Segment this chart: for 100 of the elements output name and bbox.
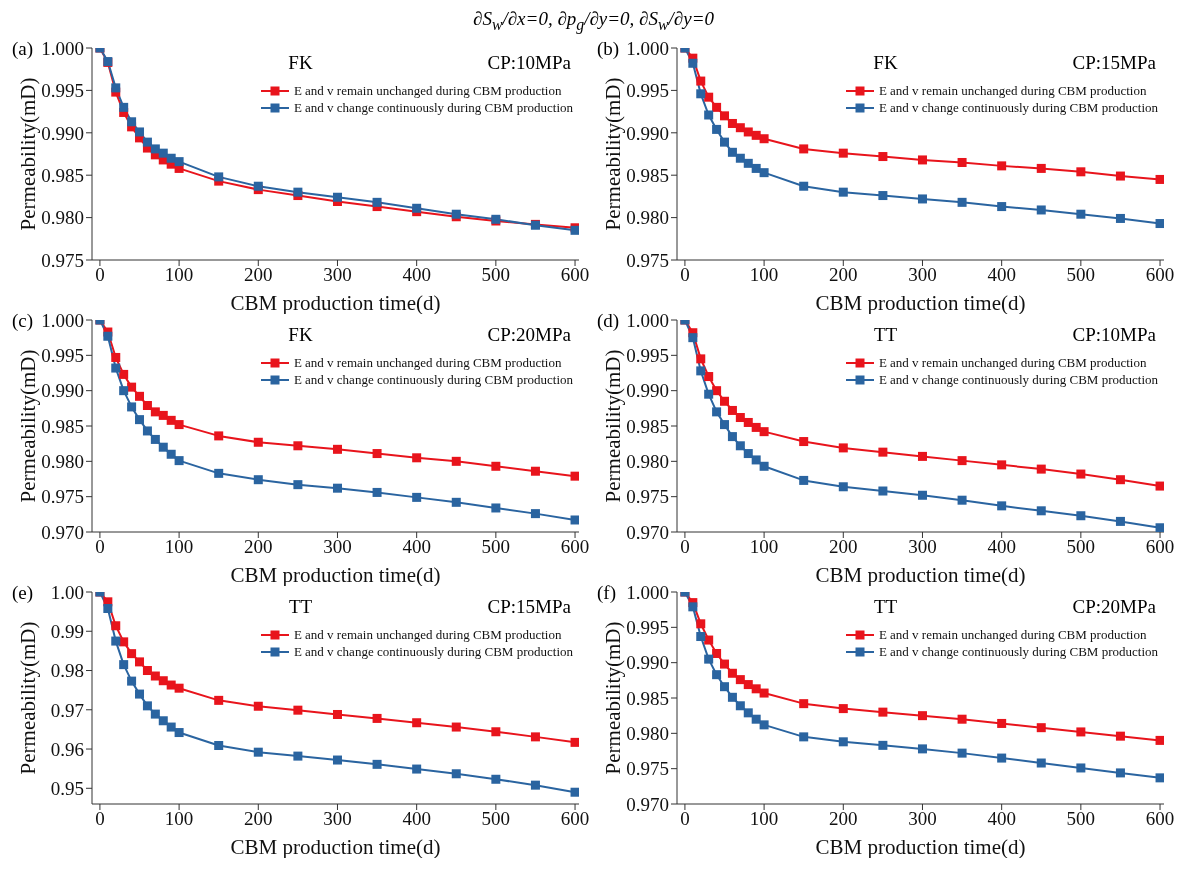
annotation: CP:10MPa: [1072, 324, 1156, 346]
x-tick-label: 400: [987, 264, 1016, 286]
point: [997, 460, 1007, 470]
x-tick-label: 0: [95, 536, 105, 558]
point: [1115, 171, 1125, 181]
point: [491, 774, 501, 784]
point: [293, 751, 303, 761]
point: [735, 441, 745, 451]
text: (f): [597, 582, 616, 604]
point: [878, 707, 888, 717]
chart-title: FK: [288, 52, 313, 73]
point: [997, 161, 1007, 171]
point: [688, 58, 698, 68]
y-tick-label: 1.000: [626, 581, 669, 603]
point: [735, 123, 745, 133]
point: [712, 124, 722, 134]
point: [1155, 481, 1164, 491]
x-tick-label: 600: [560, 808, 590, 830]
point: [712, 648, 722, 658]
point: [135, 127, 145, 137]
point: [997, 718, 1007, 728]
point: [142, 426, 152, 436]
y-tick-label: 0.995: [41, 345, 84, 367]
point: [570, 787, 579, 797]
point: [1155, 174, 1164, 184]
point: [372, 713, 382, 723]
point: [751, 130, 761, 140]
point: [735, 701, 745, 711]
point: [688, 333, 698, 343]
point: [158, 676, 168, 686]
x-axis-title: CBM production time(d): [230, 835, 441, 859]
x-tick-label: 400: [987, 536, 1016, 558]
chart-title: TT: [873, 596, 898, 617]
point: [166, 680, 176, 690]
x-tick-label: 400: [987, 808, 1016, 830]
point: [712, 386, 722, 396]
point: [166, 415, 176, 425]
point: [158, 410, 168, 420]
point: [1036, 506, 1046, 516]
annotation: CP:15MPa: [487, 596, 571, 618]
point: [751, 684, 761, 694]
point: [158, 442, 168, 452]
point: [878, 447, 888, 457]
point: [957, 714, 967, 724]
point: [1076, 469, 1086, 479]
annotation: CP:20MPa: [487, 324, 571, 346]
chart-title: TT: [288, 596, 313, 617]
point: [412, 203, 422, 213]
point: [1076, 209, 1086, 219]
point: [917, 744, 927, 754]
x-tick-label: 300: [323, 808, 352, 830]
point: [412, 453, 422, 463]
chart-title: FK: [288, 324, 313, 345]
point: [412, 492, 422, 502]
y-tick-label: 0.990: [626, 380, 669, 402]
point: [917, 194, 927, 204]
y-tick-label: 0.990: [41, 122, 84, 144]
point: [111, 621, 121, 631]
point: [142, 137, 152, 147]
point: [1036, 205, 1046, 215]
y-tick-label: 0.980: [626, 723, 669, 745]
point: [1076, 763, 1086, 773]
point: [759, 427, 769, 437]
point: [712, 670, 722, 680]
point: [451, 456, 461, 466]
point: [720, 420, 730, 430]
y-tick-label: 0.985: [626, 687, 669, 709]
point: [1115, 731, 1125, 741]
y-tick-label: 0.99: [50, 621, 84, 642]
x-tick-label: 0: [95, 808, 105, 830]
point: [127, 402, 137, 412]
point: [1036, 758, 1046, 768]
point: [957, 197, 967, 207]
point: [735, 413, 745, 423]
point: [917, 490, 927, 500]
point: [838, 704, 848, 714]
chart-title: FK: [873, 52, 898, 73]
point: [174, 420, 184, 430]
point: [696, 76, 706, 86]
point: [759, 720, 769, 730]
text: (d): [597, 310, 620, 332]
point: [704, 110, 714, 120]
x-tick-label: 100: [749, 536, 779, 558]
legend-label: E and v remain unchanged during CBM production: [878, 82, 1147, 99]
point: [759, 461, 769, 471]
point: [174, 456, 184, 466]
point: [751, 714, 761, 724]
point: [332, 755, 342, 765]
annotation: CP:15MPa: [1072, 52, 1156, 74]
point: [111, 636, 121, 646]
point: [142, 701, 152, 711]
point: [332, 192, 342, 202]
point: [704, 92, 714, 102]
y-tick-label: 0.990: [626, 122, 669, 144]
point: [174, 683, 184, 693]
x-tick-label: 600: [1145, 536, 1175, 558]
y-tick-label: 0.980: [41, 451, 84, 473]
point: [293, 705, 303, 715]
annotation: CP:20MPa: [1072, 596, 1156, 618]
point: [917, 711, 927, 721]
